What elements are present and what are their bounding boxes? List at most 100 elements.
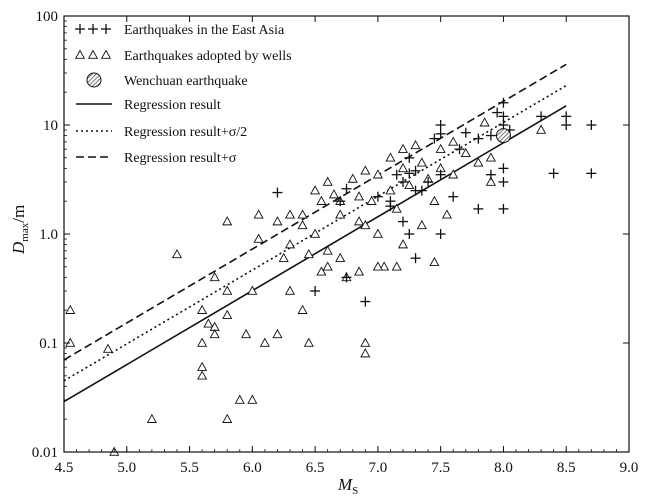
legend-plus — [101, 24, 111, 34]
triangle-point — [416, 157, 427, 167]
plus-point — [429, 133, 440, 144]
triangle-point — [335, 209, 346, 219]
triangle-point — [397, 162, 409, 173]
plus-point — [410, 253, 421, 264]
triangle-point — [297, 209, 308, 219]
plus-point — [341, 183, 352, 194]
plus-point — [385, 201, 396, 212]
x-tick-label: 6.5 — [306, 460, 325, 476]
plus-point — [341, 272, 352, 283]
triangle-point — [429, 195, 440, 205]
plus-point — [498, 163, 509, 174]
triangle-point — [259, 337, 270, 347]
triangle-point — [197, 304, 208, 314]
triangle-point — [222, 216, 233, 226]
triangle-point — [485, 176, 496, 186]
triangle-point — [335, 252, 346, 262]
triangle-point — [322, 176, 333, 186]
plus-point — [423, 176, 434, 187]
triangle-point — [385, 152, 396, 162]
triangle-point — [353, 216, 365, 226]
plus-point — [485, 130, 496, 141]
triangle-point — [391, 203, 402, 213]
triangle-point — [379, 261, 390, 271]
triangle-point — [197, 370, 208, 380]
plus-point — [360, 296, 371, 307]
series-triangle — [65, 117, 547, 456]
triangle-point — [372, 228, 383, 238]
triangle-point — [366, 195, 377, 205]
triangle-point — [284, 209, 296, 219]
plus-point — [454, 144, 465, 155]
triangle-point — [485, 152, 496, 162]
triangle-point — [404, 179, 415, 190]
triangle-point — [284, 285, 296, 295]
plus-point — [435, 229, 446, 239]
plus-point — [372, 191, 383, 202]
triangle-point — [347, 173, 358, 183]
triangle-point — [303, 337, 314, 347]
legend-label-regression: Regression result — [124, 98, 221, 113]
legend-item-regression-half-sigma: Regression result+σ/2 — [76, 125, 247, 140]
triangle-point — [272, 328, 283, 339]
triangle-point — [203, 318, 214, 328]
triangle-point — [397, 239, 409, 249]
triangle-point — [360, 219, 371, 230]
x-tick-label: 7.0 — [369, 460, 388, 476]
regression-line-solid — [63, 105, 567, 403]
triangle-point — [353, 266, 365, 276]
triangle-point — [435, 143, 446, 153]
legend-label-wenchuan: Wenchuan earthquake — [124, 74, 248, 89]
triangle-point — [391, 261, 402, 271]
legend-item-east-asia: Earthquakes in the East Asia — [75, 23, 285, 38]
plus-point — [498, 203, 509, 214]
plus-point — [404, 152, 415, 163]
plus-point — [492, 107, 503, 118]
x-axis-title: MS — [337, 475, 358, 495]
triangle-point — [536, 124, 547, 134]
plus-point — [398, 216, 408, 227]
legend-hatched-circle-marker — [86, 72, 102, 88]
triangle-point — [416, 219, 427, 230]
plus-point — [460, 127, 471, 138]
y-tick-label: 0.01 — [32, 445, 58, 461]
plus-point — [561, 120, 572, 130]
triangle-point — [102, 343, 114, 353]
triangle-point — [253, 233, 264, 243]
triangle-point — [448, 136, 459, 146]
legend-item-regression-sigma: Regression result+σ — [76, 151, 237, 166]
series-plus — [272, 97, 597, 307]
legend-triangle-marker — [74, 49, 112, 59]
legend-plus — [75, 24, 85, 34]
x-axis-title-main: M — [337, 475, 353, 494]
triangle-point — [240, 328, 252, 339]
plus-point — [536, 111, 547, 122]
x-tick-label: 5.0 — [117, 460, 136, 476]
plus-point — [404, 168, 415, 179]
plus-point — [404, 229, 415, 239]
x-axis-title-subscript: S — [352, 485, 358, 495]
y-tick-label: 0.1 — [39, 336, 58, 352]
triangle-point — [310, 185, 321, 195]
plus-point — [435, 169, 446, 180]
legend-label-regression-sigma: Regression result+σ — [124, 151, 237, 166]
x-tick-label: 6.0 — [243, 460, 262, 476]
plus-point — [435, 120, 446, 130]
triangle-point — [372, 261, 383, 271]
plus-point — [448, 191, 459, 202]
plus-point — [391, 169, 402, 180]
triangle-point — [197, 361, 208, 371]
legend-triangle — [87, 49, 99, 59]
triangle-point — [222, 309, 233, 319]
legend-wenchuan-circle — [86, 72, 102, 88]
plus-point — [498, 176, 509, 187]
legend-item-wenchuan: Wenchuan earthquake — [86, 72, 248, 89]
y-tick-label: 10 — [43, 118, 58, 134]
triangle-point — [209, 271, 220, 282]
plus-point — [498, 111, 509, 122]
hatched-circle-point — [495, 128, 511, 144]
plus-point — [473, 133, 484, 144]
axis-ticks: 4.5 5.0 5.5 6.0 6.5 7.0 7.5 8.0 8.5 9.0 0.01 0.1 1.0… — [32, 9, 639, 476]
triangle-point — [360, 348, 371, 358]
triangle-point — [222, 413, 233, 423]
